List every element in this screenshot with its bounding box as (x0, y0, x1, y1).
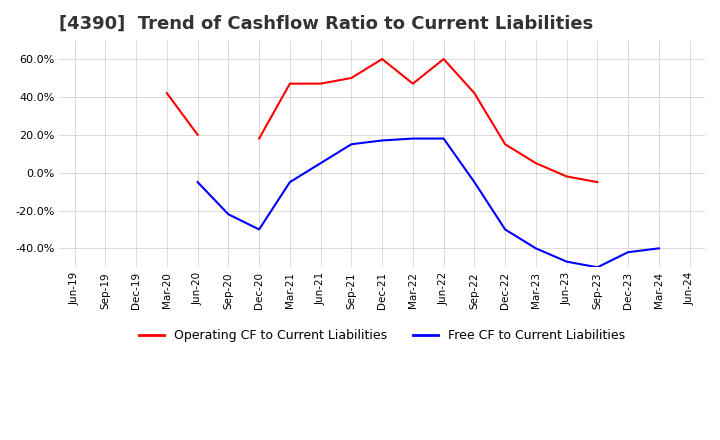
Legend: Operating CF to Current Liabilities, Free CF to Current Liabilities: Operating CF to Current Liabilities, Fre… (135, 324, 630, 348)
Text: [4390]  Trend of Cashflow Ratio to Current Liabilities: [4390] Trend of Cashflow Ratio to Curren… (59, 15, 593, 33)
